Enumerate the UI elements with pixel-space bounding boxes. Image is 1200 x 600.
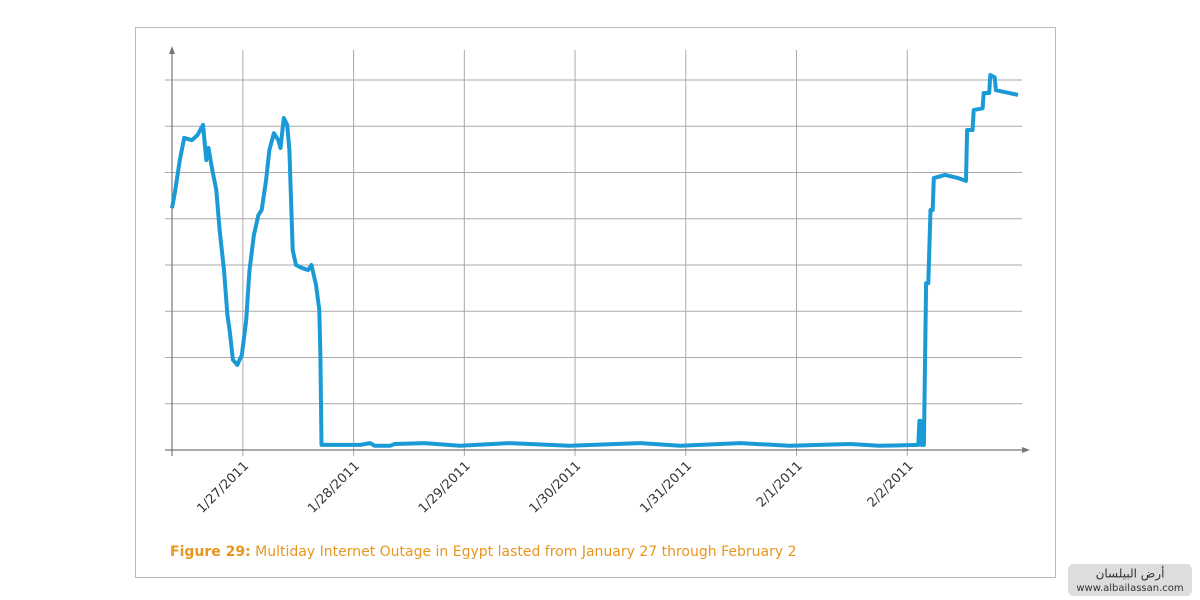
data-line [170,73,1019,448]
x-tick-label: 1/29/2011 [416,459,474,517]
x-tick-label: 1/31/2011 [637,459,695,517]
x-tick-label: 1/28/2011 [305,459,363,517]
caption-text: Multiday Internet Outage in Egypt lasted… [255,544,796,560]
y-axis-arrow [169,46,175,54]
x-tick-label: 1/30/2011 [527,459,585,517]
x-tick-label: 1/27/2011 [194,459,252,517]
x-axis-arrow [1022,447,1030,453]
watermark-title: أرض البيلسان [1096,566,1165,582]
caption-label: Figure 29: [170,544,251,560]
x-tick-label: 2/1/2011 [754,459,806,511]
watermark-url: www.albailassan.com [1076,583,1183,594]
caption: Figure 29: Multiday Internet Outage in E… [170,544,796,560]
frame [135,27,1056,578]
x-tick-label: 2/2/2011 [865,459,917,511]
watermark-box [1068,564,1192,596]
